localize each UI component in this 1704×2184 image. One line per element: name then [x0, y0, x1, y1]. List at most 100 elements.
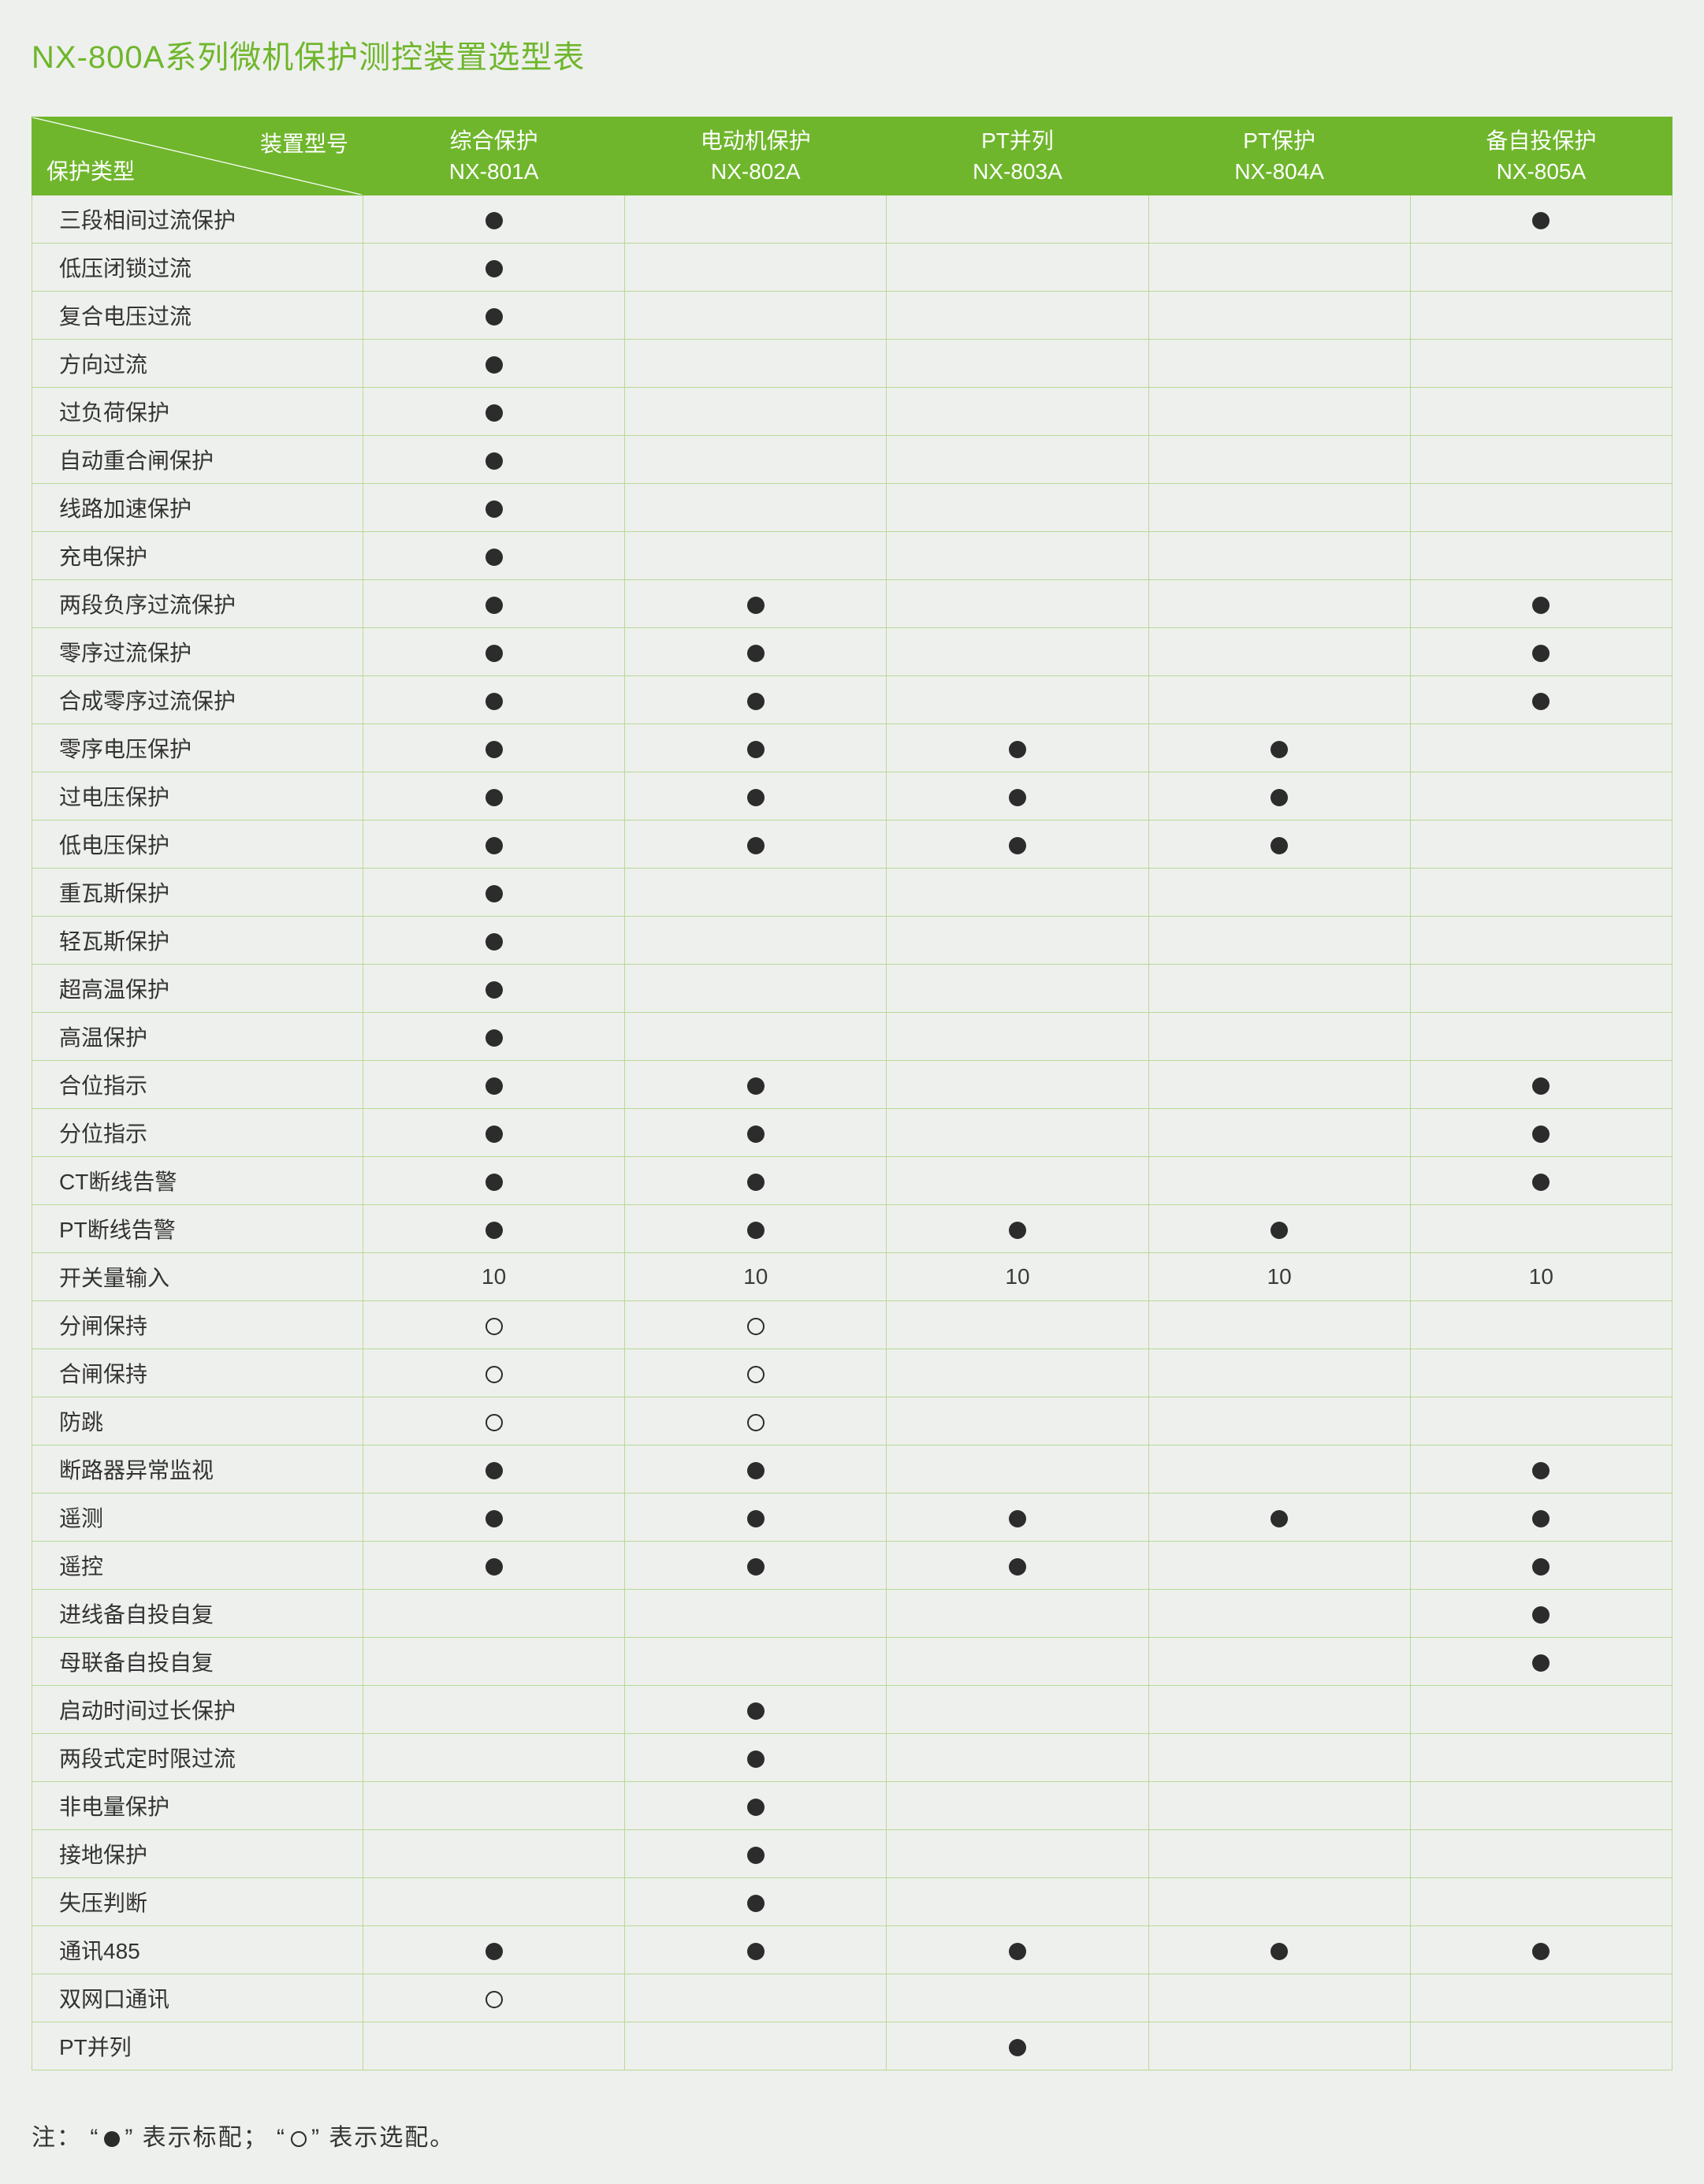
- filled-dot-icon: [1532, 693, 1550, 710]
- table-cell: [625, 1397, 887, 1445]
- table-cell: [625, 1013, 887, 1061]
- table-cell: [1148, 676, 1410, 724]
- table-cell: [1148, 724, 1410, 772]
- table-cell: [363, 1782, 625, 1830]
- table-cell: [1410, 1542, 1672, 1590]
- table-cell: [887, 1397, 1148, 1445]
- table-cell: [363, 580, 625, 628]
- row-label: 零序过流保护: [32, 628, 363, 676]
- table-cell: [363, 1542, 625, 1590]
- table-row: 复合电压过流: [32, 292, 1672, 340]
- table-cell: [1148, 1061, 1410, 1109]
- filled-dot-icon: [486, 1222, 503, 1239]
- table-cell: [887, 1349, 1148, 1397]
- table-cell: [625, 1445, 887, 1494]
- table-cell: [363, 436, 625, 484]
- table-cell: [1148, 388, 1410, 436]
- row-label: 母联备自投自复: [32, 1638, 363, 1686]
- table-cell: [1410, 772, 1672, 820]
- row-label: 过电压保护: [32, 772, 363, 820]
- table-cell: [363, 676, 625, 724]
- table-cell: [625, 1205, 887, 1253]
- table-cell: [1410, 1397, 1672, 1445]
- table-cell: [1148, 1638, 1410, 1686]
- table-cell: [625, 628, 887, 676]
- table-cell: [887, 580, 1148, 628]
- row-label: 启动时间过长保护: [32, 1686, 363, 1734]
- filled-dot-icon: [747, 789, 765, 806]
- table-cell: [625, 1734, 887, 1782]
- table-cell: [625, 1157, 887, 1205]
- table-cell: [363, 628, 625, 676]
- table-cell: [1410, 1734, 1672, 1782]
- page-title: NX-800A系列微机保护测控装置选型表: [32, 32, 1672, 77]
- table-row: 合闸保持: [32, 1349, 1672, 1397]
- row-label: 合成零序过流保护: [32, 676, 363, 724]
- table-cell: [363, 1686, 625, 1734]
- row-label: 两段负序过流保护: [32, 580, 363, 628]
- table-cell: [1148, 1686, 1410, 1734]
- table-cell: [1148, 1542, 1410, 1590]
- table-cell: [625, 1301, 887, 1349]
- filled-dot-icon: [747, 1462, 765, 1479]
- table-cell: [625, 244, 887, 292]
- table-row: 过负荷保护: [32, 388, 1672, 436]
- table-cell: [887, 195, 1148, 244]
- row-label: 两段式定时限过流: [32, 1734, 363, 1782]
- filled-dot-icon: [1532, 1558, 1550, 1576]
- table-cell: [887, 1205, 1148, 1253]
- table-cell: [1410, 292, 1672, 340]
- table-row: 母联备自投自复: [32, 1638, 1672, 1686]
- table-row: 非电量保护: [32, 1782, 1672, 1830]
- table-cell: [625, 1974, 887, 2022]
- table-cell: [363, 917, 625, 965]
- table-cell: [1148, 1830, 1410, 1878]
- table-cell: [887, 532, 1148, 580]
- row-label: 零序电压保护: [32, 724, 363, 772]
- table-cell: [1148, 1445, 1410, 1494]
- table-cell: [363, 244, 625, 292]
- table-cell: [625, 772, 887, 820]
- table-cell: [887, 436, 1148, 484]
- table-cell: [363, 869, 625, 917]
- table-cell: [625, 1494, 887, 1542]
- table-row: 零序电压保护: [32, 724, 1672, 772]
- legend-std: 表示标配；: [143, 2125, 269, 2151]
- table-row: 通讯485: [32, 1926, 1672, 1974]
- table-cell: [363, 1301, 625, 1349]
- table-cell: [363, 195, 625, 244]
- table-cell: [1148, 1397, 1410, 1445]
- header-col: 电动机保护NX-802A: [625, 117, 887, 195]
- table-cell: [625, 917, 887, 965]
- row-label: 分闸保持: [32, 1301, 363, 1349]
- table-cell: [363, 1349, 625, 1397]
- table-cell: [1410, 2022, 1672, 2071]
- table-cell: [363, 1830, 625, 1878]
- filled-dot-icon: [1009, 837, 1026, 854]
- filled-dot-icon: [486, 404, 503, 422]
- table-row: CT断线告警: [32, 1157, 1672, 1205]
- legend-prefix: 注：: [32, 2125, 82, 2151]
- row-label: 进线备自投自复: [32, 1590, 363, 1638]
- table-cell: [625, 580, 887, 628]
- table-row: PT并列: [32, 2022, 1672, 2071]
- filled-dot-icon: [486, 645, 503, 662]
- table-cell: [363, 1205, 625, 1253]
- table-cell: [887, 1926, 1148, 1974]
- row-label: 分位指示: [32, 1109, 363, 1157]
- filled-dot-icon: [1009, 2039, 1026, 2056]
- table-cell: [1410, 1878, 1672, 1926]
- table-cell: [887, 820, 1148, 869]
- table-row: 接地保护: [32, 1830, 1672, 1878]
- table-cell: [887, 1445, 1148, 1494]
- table-header-row: 装置型号 保护类型 综合保护NX-801A电动机保护NX-802APT并列NX-…: [32, 117, 1672, 195]
- table-row: 轻瓦斯保护: [32, 917, 1672, 965]
- table-cell: [363, 484, 625, 532]
- table-cell: [625, 1542, 887, 1590]
- table-cell: [625, 1686, 887, 1734]
- table-row: 合位指示: [32, 1061, 1672, 1109]
- table-row: 充电保护: [32, 532, 1672, 580]
- table-cell: [1410, 484, 1672, 532]
- table-cell: [1410, 917, 1672, 965]
- table-cell: [625, 1926, 887, 1974]
